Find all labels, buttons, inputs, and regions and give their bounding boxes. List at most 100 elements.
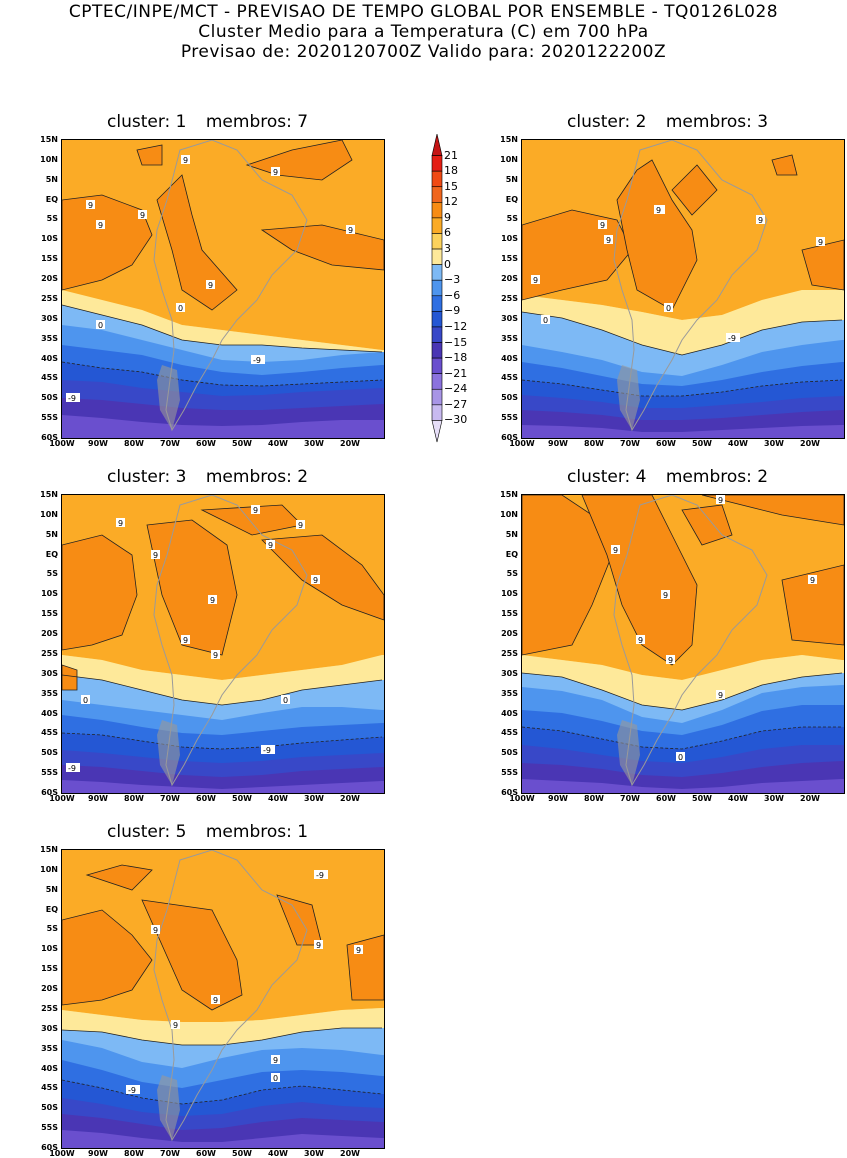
svg-text:9: 9 (213, 996, 218, 1005)
contour-label: 0 (271, 1073, 280, 1083)
latitude-label: 40S (41, 353, 58, 363)
contour-minus9C (522, 379, 843, 397)
cluster-name: cluster: 3 (107, 467, 187, 487)
latitude-label: 60S (41, 1143, 58, 1152)
svg-text:9: 9 (810, 576, 815, 585)
latitude-label: 20S (501, 274, 518, 284)
temperature-band (522, 425, 844, 438)
latitude-label: 5S (506, 569, 518, 579)
latitude-label: 50S (41, 1103, 58, 1113)
svg-text:9: 9 (356, 946, 361, 955)
colorbar-label: −27 (444, 397, 468, 411)
svg-text:9: 9 (613, 546, 618, 555)
warm-region-9C (62, 194, 153, 291)
longitude-label: 30W (304, 794, 324, 803)
cluster-members: membros: 3 (665, 112, 769, 132)
svg-text:0: 0 (543, 316, 548, 325)
svg-text:-9: -9 (68, 394, 76, 403)
contour-label: 9 (531, 275, 540, 285)
latitude-label: 20S (41, 629, 58, 639)
latitude-label: 15N (40, 845, 58, 854)
latitude-label: EQ (45, 194, 58, 204)
contour-label: 9 (756, 215, 765, 225)
warm-region-9C (522, 495, 613, 656)
longitude-label: 100W (49, 1149, 75, 1158)
warm-region-9C (261, 534, 384, 621)
warm-region-9C (581, 495, 698, 666)
svg-text:0: 0 (666, 304, 671, 313)
latitude-label: 35S (41, 688, 58, 698)
colorbar-swatch (431, 155, 443, 172)
latitude-label: 5N (45, 174, 58, 184)
warm-region-9C (62, 909, 153, 1006)
colorbar-swatch (431, 170, 443, 188)
latitude-label: 10N (40, 509, 58, 519)
longitude-label: 60W (656, 439, 676, 448)
map-svg: 9 9 9 9 9 9 0 -9 -9 (62, 850, 384, 1148)
warm-region-9C (156, 174, 238, 311)
header-title-line-3: Previsao de: 2020120700Z Valido para: 20… (180, 42, 667, 62)
latitude-label: 45S (41, 373, 58, 383)
colorbar-label: −9 (444, 304, 461, 318)
svg-text:0: 0 (273, 1074, 278, 1083)
warm-region-9C (85, 864, 153, 891)
longitude-label: 20W (340, 439, 360, 448)
cluster-title: cluster: 3 membros: 2 (107, 467, 308, 487)
warm-region-9C (136, 144, 163, 166)
warm-region-9C (701, 495, 844, 526)
colorbar-swatch (431, 248, 443, 265)
header-title-line-1: CPTEC/INPE/MCT - PREVISAO DE TEMPO GLOBA… (68, 2, 779, 22)
longitude-label: 20W (800, 439, 820, 448)
contour-label: 9 (151, 925, 160, 935)
svg-text:-9: -9 (68, 764, 76, 773)
contour-0C (522, 672, 843, 711)
latitude-label: 15S (501, 609, 518, 619)
longitude-label: 80W (124, 439, 144, 448)
temperature-map: 9 9 9 9 9 9 9 0 (521, 494, 845, 794)
latitude-label: 30S (41, 668, 58, 678)
longitude-label: 50W (232, 1149, 252, 1158)
contour-label: -9 (126, 1085, 140, 1095)
contour-label: 9 (604, 235, 613, 245)
contour-label: 9 (598, 220, 607, 230)
temperature-band (62, 415, 384, 438)
longitude-label: 50W (692, 794, 712, 803)
latitude-label: 60S (501, 433, 518, 442)
contour-label: 0 (96, 320, 105, 330)
contour-label: 9 (296, 520, 305, 530)
svg-text:0: 0 (178, 304, 183, 313)
colorbar-label: 0 (444, 257, 451, 271)
contour-label: 9 (816, 237, 825, 247)
svg-text:9: 9 (348, 226, 353, 235)
contour-label: 9 (171, 1020, 180, 1030)
latitude-label: 35S (501, 333, 518, 343)
longitude-label: 30W (304, 439, 324, 448)
latitude-label: 40S (501, 353, 518, 363)
contour-label: 9 (666, 655, 675, 665)
latitude-label: 55S (501, 768, 518, 778)
patagonia-coast (157, 720, 180, 785)
svg-text:9: 9 (298, 521, 303, 530)
svg-text:9: 9 (273, 168, 278, 177)
colorbar-swatch (431, 186, 443, 203)
latitude-label: 30S (41, 313, 58, 323)
temperature-band (522, 779, 844, 793)
colorbar-swatch (431, 279, 443, 297)
contour-label: 0 (176, 303, 185, 313)
warm-region-9C (681, 504, 733, 546)
svg-text:9: 9 (208, 281, 213, 290)
colorbar-swatch (431, 133, 443, 156)
colorbar-swatch (431, 420, 443, 443)
colorbar-swatch (431, 357, 443, 374)
cluster-title: cluster: 1 membros: 7 (107, 112, 308, 132)
latitude-label: 50S (501, 748, 518, 758)
latitude-label: 45S (501, 728, 518, 738)
latitude-label: 40S (41, 1063, 58, 1073)
longitude-label: 60W (196, 439, 216, 448)
longitude-label: 80W (584, 794, 604, 803)
warm-region-9C (260, 224, 384, 271)
contour-label: 9 (251, 505, 260, 515)
longitude-label: 100W (509, 794, 535, 803)
svg-text:9: 9 (533, 276, 538, 285)
contour-label: 9 (86, 200, 95, 210)
